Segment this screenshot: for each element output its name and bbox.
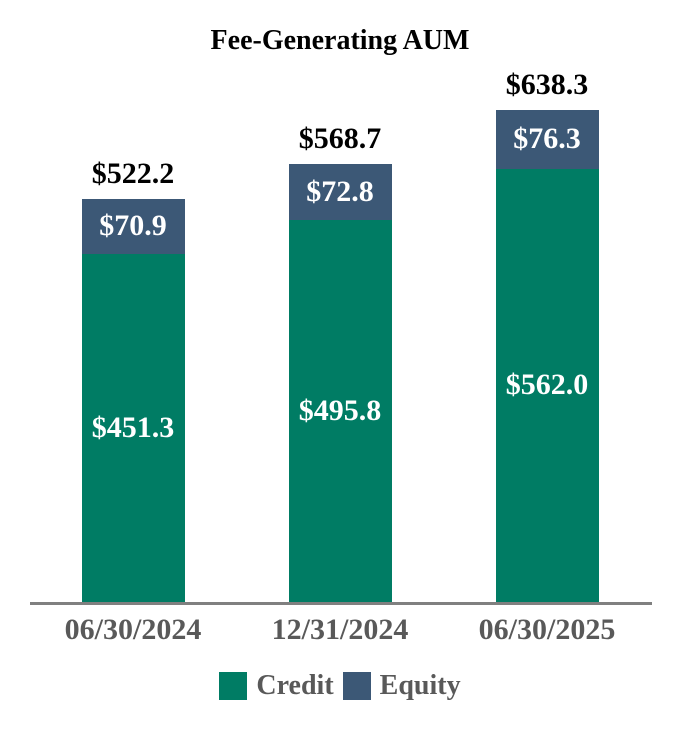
segment-value-label: $451.3 [91,410,175,444]
segment-value-label: $72.8 [306,174,374,208]
legend-swatch-equity [342,672,371,701]
bar-total-label: $522.2 [91,156,175,190]
x-axis-label: 12/31/2024 [271,612,409,646]
bar-group: $638.3 $76.3 $562.0 [444,68,651,602]
bar-stack: $72.8 $495.8 [288,163,392,602]
plot-area: $522.2 $70.9 $451.3 $568.7 $72.8 $495.8 $638.3… [0,58,680,605]
segment-value-label: $76.3 [513,122,581,156]
x-axis-line [30,601,652,605]
equity-segment: $72.8 [288,163,392,220]
bar-total-label: $638.3 [505,67,589,101]
credit-segment: $562.0 [495,168,599,602]
legend-swatch-credit [219,672,248,701]
segment-value-label: $562.0 [505,368,589,402]
equity-segment: $76.3 [495,109,599,169]
chart-title: Fee-Generating AUM [210,25,470,56]
bar-group: $568.7 $72.8 $495.8 [237,122,444,602]
x-axis-label: 06/30/2025 [478,612,616,646]
bar-group: $522.2 $70.9 $451.3 [30,157,237,602]
segment-value-label: $70.9 [99,209,167,243]
legend-label-equity: Equity [379,670,461,702]
segment-value-label: $495.8 [298,393,382,427]
x-axis-labels-row: 06/30/2024 12/31/2024 06/30/2025 [0,613,680,648]
bars-row: $522.2 $70.9 $451.3 $568.7 $72.8 $495.8 $638.3… [0,68,680,602]
x-axis-label: 06/30/2024 [64,612,202,646]
bar-total-label: $568.7 [298,121,382,155]
credit-segment: $451.3 [81,253,185,602]
bar-stack: $76.3 $562.0 [495,109,599,602]
equity-segment: $70.9 [81,198,185,254]
bar-stack: $70.9 $451.3 [81,198,185,602]
legend-label-credit: Credit [256,670,334,702]
legend: Credit Equity [0,670,680,702]
credit-segment: $495.8 [288,219,392,602]
